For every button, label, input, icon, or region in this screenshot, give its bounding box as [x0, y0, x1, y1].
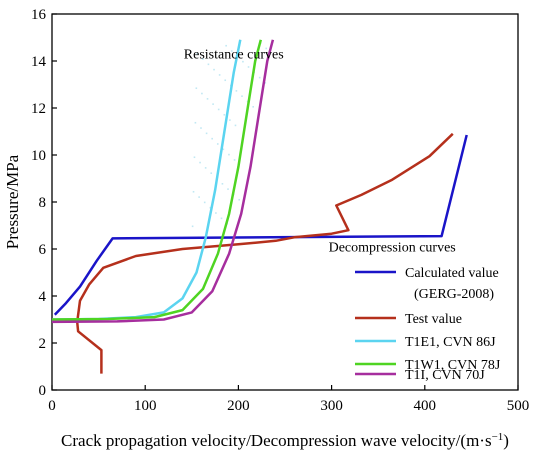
texture-dot [196, 52, 199, 55]
texture-dot [207, 63, 210, 66]
texture-dot [241, 95, 243, 97]
texture-dot [209, 206, 212, 209]
legend-label-t1i: T1I, CVN 70J [405, 368, 485, 383]
y-tick-label-4: 4 [39, 289, 47, 305]
annotation-resistance-curves: Resistance curves [184, 48, 284, 63]
y-tick-label-14: 14 [31, 54, 47, 70]
texture-dot [204, 167, 207, 169]
y-tick-label-16: 16 [31, 7, 47, 23]
annotation-decompression-curves: Decompression curves [329, 240, 456, 255]
y-axis-label: Pressure/MPa [3, 154, 22, 249]
plot-frame [51, 13, 519, 391]
y-axis: 0 2 4 6 8 10 12 14 16 [31, 7, 57, 399]
texture-dot [213, 68, 215, 71]
texture-dot [224, 79, 227, 82]
x-tick-label-100: 100 [134, 398, 157, 414]
x-axis-label-main: Crack propagation velocity/Decompression… [61, 431, 492, 450]
texture-dot [265, 47, 268, 50]
series-line-0 [53, 134, 468, 316]
texture-dot [202, 58, 204, 60]
texture-dot [221, 183, 224, 185]
texture-dot [192, 190, 195, 193]
y-tick-label-8: 8 [39, 195, 47, 211]
texture-dot [200, 127, 202, 129]
y-tick-label-12: 12 [31, 101, 46, 117]
legend: Calculated value (GERG-2008) Test value … [355, 266, 501, 383]
texture-dot [220, 217, 223, 220]
texture-dot [216, 143, 219, 145]
texture-dot [238, 198, 240, 201]
texture-dot [225, 44, 227, 47]
texture-dot [233, 159, 236, 161]
texture-dot [242, 60, 244, 63]
y-tick-label-10: 10 [31, 148, 46, 164]
y-tick-label-0: 0 [39, 383, 47, 399]
texture-dot [210, 172, 213, 174]
texture-dot [222, 148, 225, 151]
x-axis-label: Crack propagation velocity/Decompression… [61, 431, 509, 450]
x-axis-label-sup: −1 [492, 431, 504, 443]
x-axis-label-end: ) [503, 431, 509, 450]
texture-dot [195, 87, 198, 90]
texture-dot [228, 153, 230, 156]
series-line-3 [51, 39, 263, 321]
texture-dot [194, 121, 197, 124]
texture-dot [206, 98, 209, 100]
y-tick-label-2: 2 [39, 336, 47, 352]
texture-dot [191, 225, 194, 228]
texture-dot [229, 119, 231, 121]
series-line-2 [51, 39, 242, 321]
texture-dot [215, 212, 217, 214]
texture-dot [201, 92, 203, 95]
texture-dot [203, 201, 206, 204]
series-line-4 [51, 39, 275, 324]
legend-label-calculated-continuation: (GERG-2008) [414, 287, 494, 302]
texture-dot [258, 76, 261, 79]
texture-dot [230, 50, 233, 52]
texture-dot [252, 106, 254, 108]
texture-dot [223, 113, 226, 116]
texture-dot [205, 132, 208, 135]
texture-dot [193, 156, 196, 159]
texture-dot [264, 82, 267, 84]
texture-dot [234, 124, 237, 127]
texture-dot [247, 66, 250, 68]
texture-dot [198, 196, 200, 198]
x-tick-label-400: 400 [414, 398, 437, 414]
x-tick-label-200: 200 [227, 398, 250, 414]
series-group [51, 39, 468, 374]
legend-label-t1w1: T1W1, CVN 78J [405, 358, 501, 373]
x-tick-label-300: 300 [320, 398, 343, 414]
texture-dot [227, 188, 229, 190]
legend-label-t1e1: T1E1, CVN 86J [405, 335, 496, 350]
texture-dot [212, 103, 214, 105]
texture-dot [211, 137, 213, 140]
y-tick-label-6: 6 [39, 242, 47, 258]
texture-dot [199, 161, 201, 164]
x-axis: 0 100 200 300 400 500 [48, 385, 529, 414]
texture-dot [218, 74, 221, 76]
texture-dot [217, 108, 220, 111]
x-tick-label-500: 500 [507, 398, 530, 414]
legend-label-test: Test value [405, 312, 462, 327]
x-tick-label-0: 0 [48, 398, 56, 414]
texture-dot [235, 90, 238, 92]
legend-label-calculated: Calculated value [405, 266, 499, 281]
